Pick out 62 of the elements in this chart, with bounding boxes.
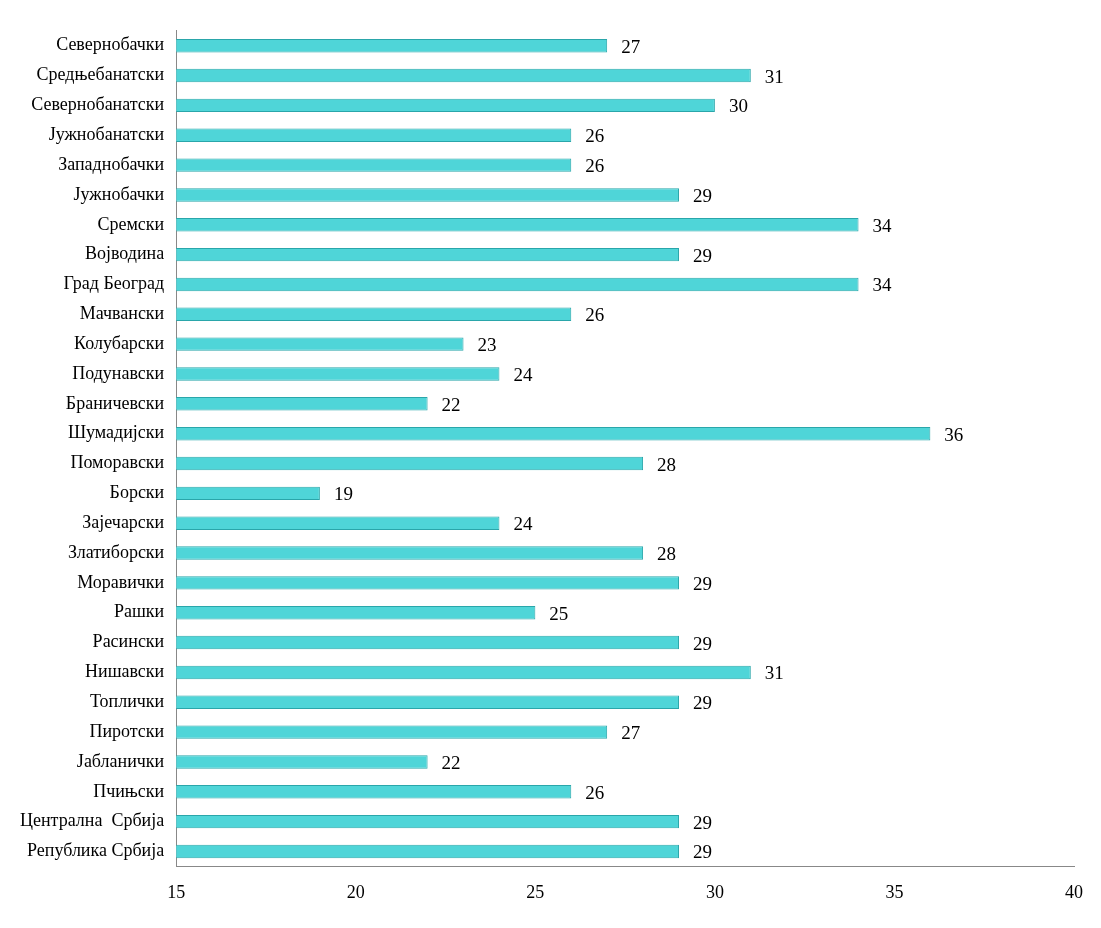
data-label: 25 <box>549 602 569 624</box>
y-tick-label: Подунавски <box>72 362 165 383</box>
data-label: 31 <box>764 662 784 684</box>
y-tick-label: Колубарски <box>74 332 165 353</box>
y-tick-label: Град Београд <box>63 273 165 294</box>
data-label: 22 <box>441 751 461 773</box>
data-label: 24 <box>513 513 533 535</box>
y-tick-label: Средњебанатски <box>36 64 165 85</box>
y-tick-label: Борски <box>109 482 165 503</box>
data-label: 29 <box>692 572 712 594</box>
y-tick-label: Јужнобанатски <box>48 123 165 144</box>
data-label: 36 <box>944 423 964 445</box>
data-label: 26 <box>585 304 605 326</box>
data-label: 27 <box>621 35 641 57</box>
y-tick-label: Сремски <box>97 213 165 234</box>
data-label: 29 <box>692 811 712 833</box>
y-tick-label: Република Србија <box>27 840 165 861</box>
data-label: 26 <box>585 781 605 803</box>
x-tick-label: 20 <box>346 881 365 902</box>
data-label: 23 <box>477 334 497 356</box>
data-label: 28 <box>657 453 677 475</box>
data-label: 22 <box>441 393 461 415</box>
x-tick-label: 40 <box>1065 881 1083 902</box>
y-tick-label: Јабланички <box>76 750 165 771</box>
data-label: 29 <box>692 632 712 654</box>
data-label: 29 <box>692 841 712 863</box>
y-tick-label: Нишавски <box>85 661 165 682</box>
data-label: 19 <box>333 483 353 505</box>
data-label: 29 <box>692 244 712 266</box>
y-tick-label: Војводина <box>84 243 165 264</box>
y-tick-label: Севернобанатски <box>31 94 165 115</box>
x-tick-label: 25 <box>526 881 545 902</box>
data-label: 29 <box>692 184 712 206</box>
data-label: 34 <box>872 274 893 296</box>
x-tick-label: 30 <box>705 881 724 902</box>
data-label: 27 <box>621 722 641 744</box>
y-tick-label: Пчињски <box>93 780 165 801</box>
y-tick-label: Браничевски <box>65 392 165 413</box>
data-label: 30 <box>728 95 748 117</box>
data-label: 26 <box>585 155 605 177</box>
data-label: 34 <box>872 214 893 236</box>
y-tick-label: Шумадијски <box>67 422 165 443</box>
y-tick-label: Мачвански <box>79 303 165 324</box>
x-tick-label: 15 <box>167 881 186 902</box>
data-label: 29 <box>692 692 712 714</box>
y-tick-label: Севернобачки <box>56 34 165 55</box>
y-tick-label: Рашки <box>114 601 165 622</box>
y-tick-label: Централна Србија <box>20 810 165 831</box>
y-tick-label: Зајечарски <box>82 511 165 532</box>
y-tick-label: Јужнобачки <box>73 183 165 204</box>
data-label: 24 <box>513 363 533 385</box>
y-tick-label: Западнобачки <box>58 153 165 174</box>
y-tick-label: Моравички <box>77 571 165 592</box>
data-label: 26 <box>585 125 605 147</box>
y-tick-label: Пиротски <box>89 720 165 741</box>
x-tick-label: 35 <box>885 881 904 902</box>
data-label: 28 <box>657 543 677 565</box>
y-tick-label: Поморавски <box>70 452 165 473</box>
y-tick-label: Топлички <box>89 691 165 711</box>
y-tick-label: Златиборски <box>67 541 165 562</box>
y-tick-label: Расински <box>92 631 165 652</box>
data-label: 31 <box>764 65 784 87</box>
